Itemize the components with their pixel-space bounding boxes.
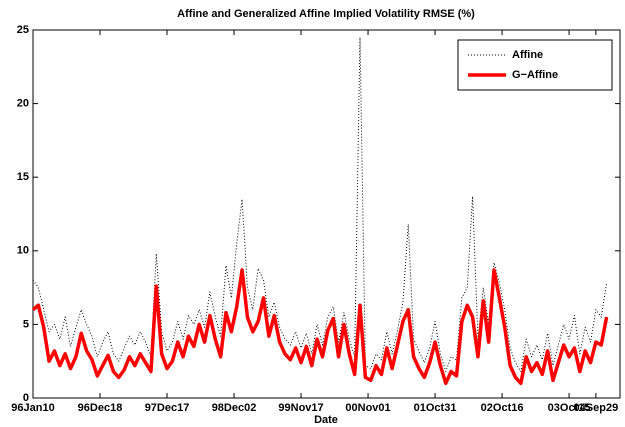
x-tick-label: 96Jan10 [11, 402, 54, 414]
x-tick-label: 02Oct16 [481, 402, 524, 414]
x-axis-label: Date [314, 414, 338, 426]
series-line [31, 268, 609, 386]
x-tick-label: 03Oct15 [548, 402, 591, 414]
x-tick-label: 96Dec18 [78, 402, 123, 414]
x-tick-label: 04Sep29 [574, 402, 619, 414]
y-tick-label: 20 [17, 98, 29, 110]
chart-title: Affine and Generalized Affine Implied Vo… [177, 8, 475, 20]
x-tick-label: 98Dec02 [212, 402, 257, 414]
legend-label: G−Affine [512, 69, 558, 81]
y-tick-label: 5 [23, 318, 29, 330]
y-tick-label: 0 [23, 392, 29, 404]
y-tick-label: 10 [17, 245, 29, 257]
y-tick-label: 15 [17, 171, 29, 183]
legend-box [457, 39, 613, 91]
series-line [32, 36, 608, 372]
x-tick-label: 01Oct31 [414, 402, 457, 414]
x-tick-label: 99Nov17 [278, 402, 323, 414]
x-tick-label: 00Nov01 [345, 402, 390, 414]
legend-label: Affine [512, 49, 543, 61]
y-tick-label: 25 [17, 24, 29, 36]
x-tick-label: 97Dec17 [145, 402, 190, 414]
